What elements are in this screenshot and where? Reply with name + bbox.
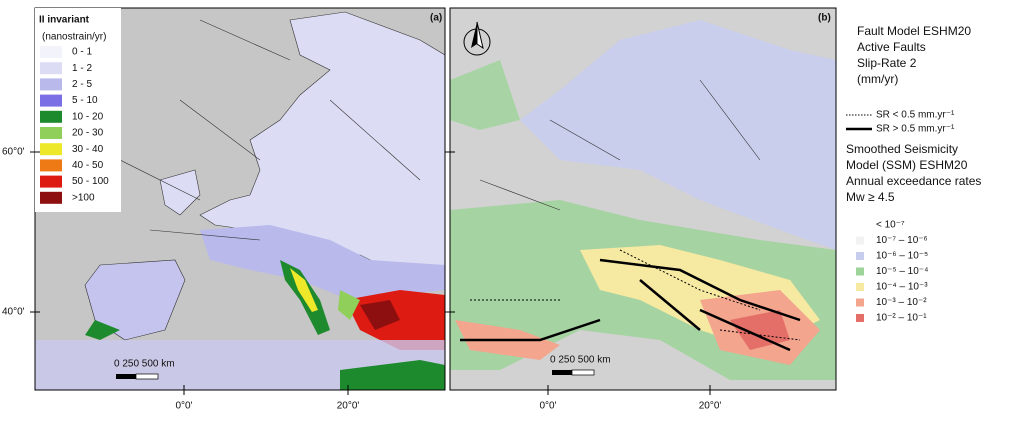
lat-label: 60°0' — [2, 147, 25, 158]
legend-heading: Annual exceedance rates — [846, 174, 981, 188]
lon-label: 20°0' — [699, 401, 722, 412]
legend-label: 10⁻⁶ – 10⁻⁵ — [876, 251, 928, 262]
panel-label: (b) — [818, 13, 831, 24]
legend-swatch — [40, 94, 62, 107]
legend-label: 30 - 40 — [72, 144, 104, 155]
legend-label: 5 - 10 — [72, 95, 98, 106]
legend-label: SR < 0.5 mm.yr⁻¹ — [876, 110, 955, 121]
legend-label: 10⁻⁴ – 10⁻³ — [876, 282, 928, 293]
map-a — [35, 8, 445, 390]
map-b — [450, 8, 836, 390]
lon-label: 0°0' — [539, 401, 556, 412]
legend-label: >100 — [72, 192, 95, 203]
legend-heading: Model (SSM) ESHM20 — [846, 158, 968, 172]
legend-swatch — [40, 78, 62, 91]
scale-label: 0 250 500 km — [550, 355, 611, 366]
legend-swatch — [40, 127, 62, 139]
legend-label: 10⁻³ – 10⁻² — [876, 297, 927, 308]
legend-swatch — [856, 314, 864, 322]
scale-bar-a: 0 250 500 km — [114, 359, 175, 380]
legend-label: 1 - 2 — [72, 63, 92, 74]
legend-title: II invariant — [39, 15, 90, 26]
lat-label: 40°0' — [2, 307, 25, 318]
panel-label: (a) — [430, 13, 442, 24]
legend-unit: (nanostrain/yr) — [42, 32, 106, 43]
lon-label: 0°0' — [175, 401, 192, 412]
legend-swatch — [40, 46, 62, 58]
legend-swatch — [856, 267, 864, 276]
legend-swatch — [856, 298, 864, 307]
legend-label: 50 - 100 — [72, 176, 109, 187]
legend-heading: Mw ≥ 4.5 — [846, 190, 895, 204]
legend-swatch — [40, 143, 62, 156]
legend-label: 10 - 20 — [72, 111, 104, 122]
legend-label: 2 - 5 — [72, 79, 92, 90]
legend-label: SR > 0.5 mm.yr⁻¹ — [876, 124, 955, 135]
legend-label: 20 - 30 — [72, 128, 104, 139]
legend-label: 40 - 50 — [72, 160, 104, 171]
legend-swatch — [40, 110, 62, 123]
lon-label: 20°0' — [337, 401, 360, 412]
legend-label: 10⁻⁷ – 10⁻⁶ — [876, 235, 928, 246]
legend-heading: Slip-Rate 2 — [857, 56, 917, 70]
legend-swatch — [40, 62, 62, 75]
legend-heading: Smoothed Seismicity — [846, 142, 958, 156]
legend-swatch — [40, 159, 62, 172]
legend-heading: (mm/yr) — [857, 72, 898, 86]
legend-label: 0 - 1 — [72, 47, 92, 58]
legend-swatch — [856, 221, 864, 229]
legend-heading: Active Faults — [857, 40, 926, 54]
scale-label: 0 250 500 km — [114, 359, 175, 370]
legend-swatch — [856, 283, 864, 291]
legend-swatch — [856, 236, 864, 245]
legend-label: 10⁻² – 10⁻¹ — [876, 313, 927, 324]
legend-label: < 10⁻⁷ — [876, 220, 905, 231]
scale-bar-b: 0 250 500 km — [550, 355, 611, 376]
legend-heading: Fault Model ESHM20 — [857, 24, 971, 38]
legend-swatch — [40, 191, 62, 204]
legend-label: 10⁻⁵ – 10⁻⁴ — [876, 266, 928, 277]
legend-swatch — [856, 252, 864, 260]
north-arrow — [463, 21, 491, 56]
legend-swatch — [40, 175, 62, 188]
